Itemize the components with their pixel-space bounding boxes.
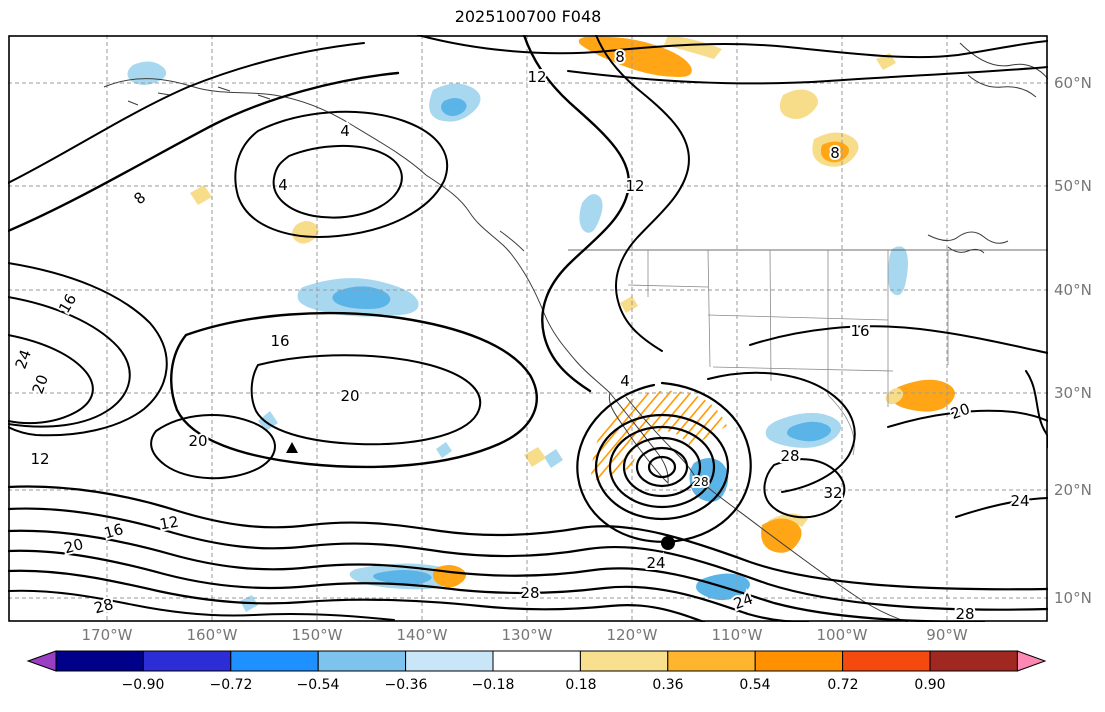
contour-label: 4 — [340, 122, 350, 140]
contour-label: 16 — [55, 291, 80, 317]
colorbar — [26, 650, 1047, 672]
colorbar-tick-label: −0.54 — [296, 677, 340, 693]
x-tick-label: 110°W — [711, 626, 763, 644]
contour-label: 28 — [693, 475, 708, 489]
colorbar-segment — [929, 650, 1018, 672]
triangle-marker — [286, 442, 298, 453]
colorbar-segment — [55, 650, 144, 672]
y-tick-label: 10°N — [1054, 589, 1092, 607]
colorbar-tick-label: −0.18 — [471, 677, 515, 693]
map-frame — [8, 35, 1048, 622]
contour-label: 24 — [12, 347, 35, 371]
colorbar-arrow-left — [26, 650, 57, 672]
contour-label: 28 — [520, 584, 539, 602]
contour-label: 20 — [948, 400, 972, 423]
contour-label: 32 — [823, 484, 842, 502]
contour-label: 12 — [30, 450, 49, 468]
contour-lines — [8, 35, 1048, 622]
contour-label: 20 — [62, 535, 85, 557]
contour-label: 12 — [158, 513, 180, 534]
x-tick-label: 120°W — [606, 626, 658, 644]
x-tick-label: 160°W — [186, 626, 238, 644]
contour-label: 24 — [1010, 492, 1029, 510]
coastlines — [103, 42, 1048, 622]
colorbar-tick-label: 0.72 — [827, 677, 859, 693]
x-tick-label: 170°W — [81, 626, 133, 644]
contour-label: 16 — [102, 520, 125, 542]
y-tick-label: 40°N — [1054, 281, 1092, 299]
colorbar-segment — [405, 650, 494, 672]
contour-label: 4 — [620, 372, 630, 390]
colorbar-tick-label: −0.72 — [209, 677, 253, 693]
colorbar-arrow-right — [1016, 650, 1047, 672]
contour-label: 8 — [830, 144, 840, 162]
colorbar-segment — [230, 650, 319, 672]
x-tick-label: 90°W — [926, 626, 968, 644]
minimum-dot-marker — [661, 536, 675, 550]
x-tick-label: 140°W — [396, 626, 448, 644]
colorbar-segment — [492, 650, 581, 672]
x-tick-label: 100°W — [816, 626, 868, 644]
contour-label: 8 — [615, 48, 625, 66]
colorbar-tick-label: 0.90 — [914, 677, 946, 693]
contour-labels: 8 12 4 4 8 12 8 16 16 16 24 20 20 20 12 … — [10, 46, 1032, 622]
contour-label: 20 — [188, 432, 207, 450]
contour-label: 16 — [850, 322, 869, 340]
contour-label: 28 — [92, 595, 115, 617]
y-tick-label: 20°N — [1054, 481, 1092, 499]
contour-label: 24 — [646, 554, 665, 572]
map-plot: 8 12 4 4 8 12 8 16 16 16 24 20 20 20 12 … — [8, 35, 1048, 622]
contour-label: 12 — [527, 68, 546, 86]
gridlines — [8, 35, 1048, 622]
colorbar-tick-label: −0.90 — [121, 677, 165, 693]
contour-label: 28 — [780, 447, 799, 465]
colorbar-segment — [142, 650, 232, 672]
x-tick-label: 130°W — [501, 626, 553, 644]
colorbar-tick-label: 0.36 — [652, 677, 684, 693]
colorbar-segment — [317, 650, 407, 672]
colorbar-tick-label: 0.54 — [739, 677, 771, 693]
contour-label: 20 — [340, 387, 359, 405]
y-tick-label: 50°N — [1054, 177, 1092, 195]
colorbar-segment — [842, 650, 931, 672]
contour-label: 28 — [955, 605, 974, 622]
colorbar-tick-label: 0.18 — [565, 677, 597, 693]
contour-label: 16 — [270, 332, 289, 350]
x-tick-label: 150°W — [291, 626, 343, 644]
y-tick-label: 30°N — [1054, 384, 1092, 402]
contour-label: 8 — [130, 188, 149, 208]
contour-label: 4 — [278, 176, 288, 194]
colorbar-segment — [579, 650, 669, 672]
contour-label: 12 — [625, 177, 644, 195]
y-tick-label: 60°N — [1054, 74, 1092, 92]
page-title: 2025100700 F048 — [454, 7, 602, 26]
colorbar-tick-label: −0.36 — [384, 677, 428, 693]
colorbar-segment — [754, 650, 844, 672]
colorbar-segment — [667, 650, 756, 672]
